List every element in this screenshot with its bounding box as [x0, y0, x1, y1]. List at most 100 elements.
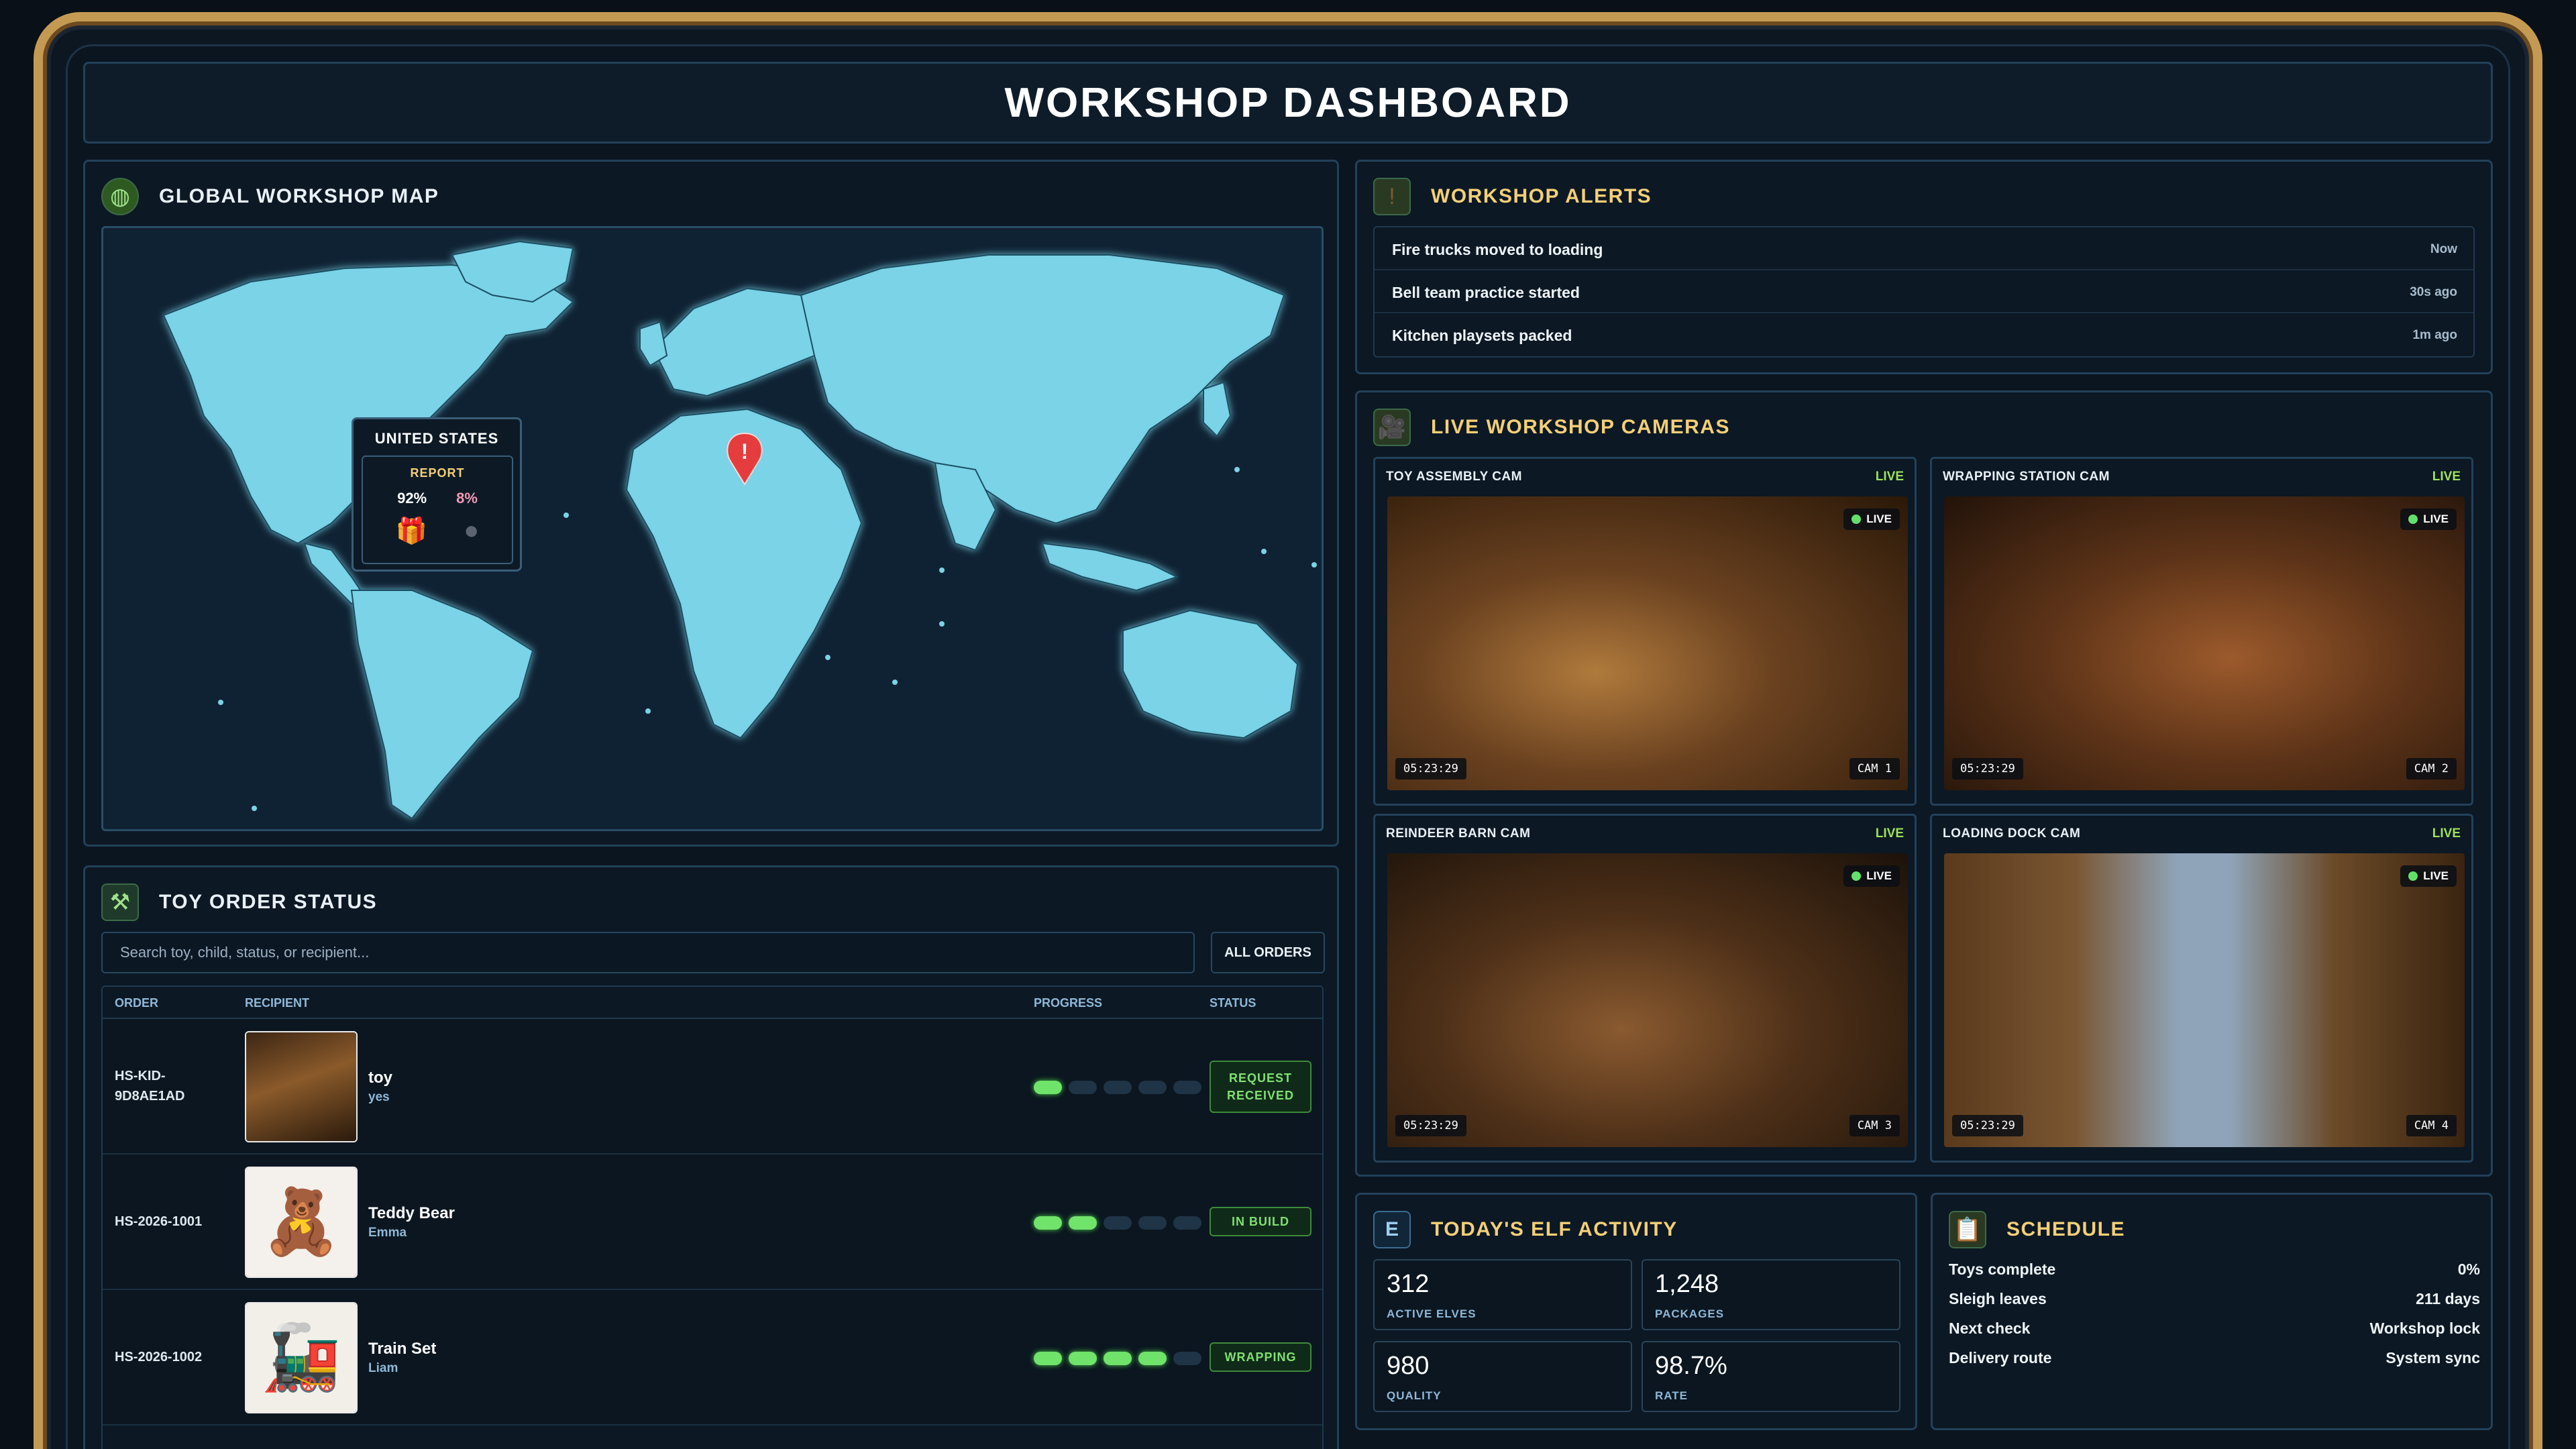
schedule-row: Delivery route System sync — [1949, 1349, 2480, 1376]
stat-label: RATE — [1655, 1389, 1688, 1402]
camera-feed-card[interactable]: TOY ASSEMBLY CAM LIVE LIVE 05:23:29 CAM … — [1373, 457, 1917, 806]
camera-video[interactable]: LIVE 05:23:29 CAM 1 — [1387, 496, 1908, 790]
schedule-key: Next check — [1949, 1320, 2031, 1337]
orders-panel: ⚒ TOY ORDER STATUS Search toy, child, st… — [83, 865, 1339, 1449]
world-map[interactable]: ! UNITED STATES REPORT 92% 8% 🎁 ● — [101, 226, 1324, 831]
asia-shape — [800, 254, 1285, 525]
alert-message: Kitchen playsets packed — [1392, 327, 1572, 344]
camera-video[interactable]: LIVE 05:23:29 CAM 3 — [1387, 853, 1908, 1147]
progress-segment — [1034, 1216, 1062, 1230]
schedule-value: 0% — [2457, 1260, 2480, 1278]
africa-shape — [625, 408, 863, 739]
recipient-item: toy — [368, 1069, 392, 1087]
svg-text:!: ! — [741, 439, 749, 464]
schedule-row: Toys complete 0% — [1949, 1260, 2480, 1287]
stat-label: PACKAGES — [1655, 1307, 1725, 1320]
progress-segment — [1138, 1081, 1167, 1094]
greenland-shape — [451, 240, 574, 303]
live-pill-label: LIVE — [2423, 869, 2449, 882]
live-pill-label: LIVE — [1866, 513, 1892, 525]
progress-segment — [1173, 1216, 1201, 1230]
map-panel: ◍ GLOBAL WORKSHOP MAP — [83, 160, 1339, 847]
order-thumbnail: 🧸 — [245, 1167, 358, 1278]
recipient-name: yes — [368, 1090, 390, 1104]
camera-name: TOY ASSEMBLY CAM — [1386, 470, 1522, 484]
status-badge: IN BUILD — [1210, 1207, 1311, 1236]
globe-icon: ◍ — [101, 178, 139, 215]
stat-value: 312 — [1387, 1270, 1430, 1298]
train-icon: 🚂 — [246, 1303, 356, 1412]
camera-icon: 🎥 — [1373, 409, 1411, 446]
exclamation-icon: ! — [1373, 178, 1411, 215]
alert-item[interactable]: Fire trucks moved to loading Now — [1375, 227, 2473, 270]
world-map-svg: ! — [162, 240, 1317, 820]
progress-bar — [1034, 1081, 1201, 1094]
camera-timestamp: 05:23:29 — [1952, 1115, 2023, 1136]
order-search-input[interactable]: Search toy, child, status, or recipient.… — [101, 932, 1195, 973]
progress-bar — [1034, 1216, 1201, 1230]
table-row[interactable]: HS-2026-1001 🧸 Teddy Bear Emma IN BUILD — [103, 1155, 1322, 1290]
camera-timestamp: 05:23:29 — [1952, 758, 2023, 780]
live-dot-icon — [1851, 515, 1862, 524]
alert-item[interactable]: Kitchen playsets packed 1m ago — [1375, 313, 2473, 356]
table-row[interactable]: HS-2026-1002 🚂 Train Set Liam WRAPPING — [103, 1290, 1322, 1426]
schedule-row: Sleigh leaves 211 days — [1949, 1290, 2480, 1317]
order-thumbnail: 🚂 — [245, 1302, 358, 1413]
live-pill: LIVE — [1843, 508, 1900, 530]
camera-number: CAM 2 — [2406, 758, 2457, 780]
camera-name: LOADING DOCK CAM — [1943, 826, 2081, 841]
orders-title: TOY ORDER STATUS — [159, 891, 378, 913]
live-dot-icon — [2408, 515, 2418, 524]
camera-feed-card[interactable]: WRAPPING STATION CAM LIVE LIVE 05:23:29 … — [1930, 457, 2473, 806]
camera-feed-card[interactable]: REINDEER BARN CAM LIVE LIVE 05:23:29 CAM… — [1373, 814, 1917, 1163]
alert-time: Now — [2430, 242, 2457, 256]
camera-number: CAM 4 — [2406, 1115, 2457, 1136]
camera-feed-card[interactable]: LOADING DOCK CAM LIVE LIVE 05:23:29 CAM … — [1930, 814, 2473, 1163]
stat-card-rate: 98.7% RATE — [1642, 1341, 1900, 1412]
col-recipient: RECIPIENT — [245, 996, 310, 1010]
camera-video[interactable]: LIVE 05:23:29 CAM 4 — [1944, 853, 2465, 1147]
recipient-name: Emma — [368, 1226, 407, 1240]
tooltip-report-label: REPORT — [410, 466, 465, 480]
progress-segment — [1034, 1352, 1062, 1365]
live-pill: LIVE — [2400, 865, 2457, 887]
progress-segment — [1104, 1081, 1132, 1094]
alert-pin-icon: ! — [727, 432, 763, 486]
activity-title: TODAY'S ELF ACTIVITY — [1431, 1218, 1678, 1240]
stat-value: 980 — [1387, 1352, 1430, 1380]
japan-shape — [1203, 381, 1232, 437]
alert-message: Fire trucks moved to loading — [1392, 241, 1603, 258]
progress-segment — [1069, 1081, 1097, 1094]
camera-timestamp: 05:23:29 — [1395, 1115, 1466, 1136]
table-row[interactable]: HS-KID-9D8AE1AD toy yes REQUEST RECEIVED — [103, 1019, 1322, 1155]
camera-name: REINDEER BARN CAM — [1386, 826, 1531, 841]
progress-segment — [1069, 1216, 1097, 1230]
progress-segment — [1173, 1352, 1201, 1365]
orders-table: ORDER RECIPIENT PROGRESS STATUS HS-KID-9… — [101, 985, 1324, 1449]
live-pill-label: LIVE — [2423, 513, 2449, 525]
alert-item[interactable]: Bell team practice started 30s ago — [1375, 270, 2473, 313]
camera-live-label: LIVE — [1875, 470, 1904, 484]
tooltip-report-box: REPORT 92% 8% 🎁 ● — [362, 455, 513, 564]
teddy-bear-icon: 🧸 — [246, 1168, 356, 1277]
naughty-percentage: 8% — [456, 490, 478, 506]
all-orders-button[interactable]: ALL ORDERS — [1211, 932, 1325, 973]
uk-shape — [639, 321, 668, 367]
orders-table-header: ORDER RECIPIENT PROGRESS STATUS — [103, 987, 1322, 1019]
letter-e-icon: E — [1373, 1211, 1411, 1248]
south-america-shape — [350, 590, 534, 820]
col-progress: PROGRESS — [1034, 996, 1103, 1010]
recipient-item: Teddy Bear — [368, 1204, 455, 1222]
schedule-key: Delivery route — [1949, 1349, 2052, 1366]
clipboard-icon: 📋 — [1949, 1211, 1986, 1248]
progress-segment — [1173, 1081, 1201, 1094]
schedule-row: Next check Workshop lock — [1949, 1320, 2480, 1346]
camera-video[interactable]: LIVE 05:23:29 CAM 2 — [1944, 496, 2465, 790]
australia-shape — [1122, 609, 1299, 739]
recipient-item: Train Set — [368, 1340, 437, 1358]
dashboard-header: WORKSHOP DASHBOARD — [83, 62, 2493, 144]
page-title: WORKSHOP DASHBOARD — [1004, 79, 1572, 126]
live-dot-icon — [2408, 871, 2418, 881]
order-id: HS-KID-9D8AE1AD — [115, 1069, 185, 1104]
schedule-title: SCHEDULE — [2006, 1218, 2126, 1240]
